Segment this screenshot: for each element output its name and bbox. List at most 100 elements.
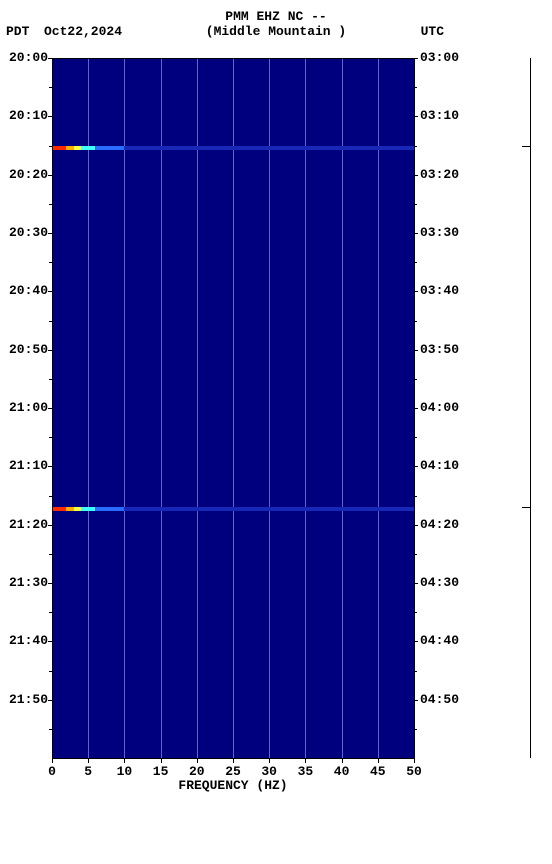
y-tick-mark-right — [414, 583, 418, 584]
gridline-vertical — [269, 58, 270, 758]
y-tick-mark-right — [414, 233, 418, 234]
y-tick-label-left: 21:30 — [2, 576, 48, 590]
y-tick-mark-left — [48, 116, 52, 117]
y-minor-tick-left — [49, 87, 52, 88]
seismic-event-band — [52, 507, 414, 511]
y-tick-label-right: 04:30 — [420, 576, 459, 590]
y-tick-label-right: 03:10 — [420, 109, 459, 123]
event-segment — [81, 146, 95, 150]
y-tick-label-left: 20:40 — [2, 284, 48, 298]
seismic-event-band — [52, 146, 414, 150]
y-tick-label-left: 21:40 — [2, 634, 48, 648]
station-channel-line: PMM EHZ NC -- — [0, 10, 552, 24]
x-tick-label: 20 — [189, 764, 205, 779]
y-tick-mark-left — [48, 350, 52, 351]
gridline-vertical — [378, 58, 379, 758]
x-tick-mark — [378, 758, 379, 763]
station-name-label: (Middle Mountain ) — [0, 24, 552, 39]
y-tick-label-left: 20:30 — [2, 226, 48, 240]
y-tick-label-right: 04:20 — [420, 518, 459, 532]
plot-border-top — [52, 58, 414, 59]
event-segment — [124, 146, 414, 150]
seismogram-spectrogram: { "header": { "station_channel": "PMM EH… — [0, 0, 552, 864]
y-tick-label-left: 20:00 — [2, 51, 48, 65]
y-tick-mark-right — [414, 350, 418, 351]
y-tick-label-right: 04:40 — [420, 634, 459, 648]
plot-border-left — [52, 58, 53, 758]
x-tick-mark — [52, 758, 53, 763]
event-segment — [95, 507, 124, 511]
y-tick-mark-right — [414, 525, 418, 526]
y-tick-mark-left — [48, 291, 52, 292]
y-tick-mark-left — [48, 466, 52, 467]
y-tick-label-right: 03:30 — [420, 226, 459, 240]
y-tick-label-right: 03:00 — [420, 51, 459, 65]
y-tick-mark-right — [414, 408, 418, 409]
y-tick-label-left: 21:00 — [2, 401, 48, 415]
gridline-vertical — [88, 58, 89, 758]
x-tick-mark — [197, 758, 198, 763]
spectrogram-plot — [52, 58, 414, 758]
gridline-vertical — [124, 58, 125, 758]
y-tick-mark-right — [414, 58, 418, 59]
header-block: PMM EHZ NC -- PDT Oct22,2024 (Middle Mou… — [0, 10, 552, 40]
y-tick-label-left: 20:20 — [2, 168, 48, 182]
y-tick-mark-left — [48, 583, 52, 584]
x-tick-label: 50 — [406, 764, 422, 779]
y-minor-tick-right — [414, 146, 417, 147]
x-tick-label: 35 — [298, 764, 314, 779]
x-tick-mark — [269, 758, 270, 763]
y-tick-mark-left — [48, 58, 52, 59]
x-tick-mark — [88, 758, 89, 763]
y-tick-mark-left — [48, 700, 52, 701]
y-minor-tick-right — [414, 321, 417, 322]
y-minor-tick-right — [414, 554, 417, 555]
y-minor-tick-right — [414, 379, 417, 380]
x-tick-label: 30 — [261, 764, 277, 779]
event-segment — [52, 507, 66, 511]
event-segment — [66, 146, 73, 150]
gridline-vertical — [197, 58, 198, 758]
y-minor-tick-right — [414, 671, 417, 672]
y-tick-label-right: 03:50 — [420, 343, 459, 357]
x-tick-label: 25 — [225, 764, 241, 779]
y-tick-mark-right — [414, 175, 418, 176]
y-tick-label-right: 04:50 — [420, 693, 459, 707]
y-tick-label-right: 03:20 — [420, 168, 459, 182]
y-tick-mark-right — [414, 466, 418, 467]
y-minor-tick-right — [414, 729, 417, 730]
event-segment — [81, 507, 95, 511]
y-tick-mark-left — [48, 641, 52, 642]
y-minor-tick-left — [49, 146, 52, 147]
y-minor-tick-left — [49, 554, 52, 555]
event-segment — [124, 507, 414, 511]
y-minor-tick-right — [414, 437, 417, 438]
x-tick-label: 0 — [48, 764, 56, 779]
plot-container: 20:0003:0020:1003:1020:2003:2020:3003:30… — [0, 58, 552, 818]
y-tick-mark-right — [414, 700, 418, 701]
timezone-right-label: UTC — [421, 24, 444, 39]
y-minor-tick-left — [49, 262, 52, 263]
event-segment — [66, 507, 73, 511]
gridline-vertical — [342, 58, 343, 758]
x-tick-mark — [414, 758, 415, 763]
x-tick-label: 40 — [334, 764, 350, 779]
y-minor-tick-left — [49, 379, 52, 380]
y-tick-label-left: 21:50 — [2, 693, 48, 707]
y-tick-mark-right — [414, 291, 418, 292]
gridline-vertical — [161, 58, 162, 758]
gridline-vertical — [233, 58, 234, 758]
y-tick-label-left: 21:20 — [2, 518, 48, 532]
y-minor-tick-right — [414, 496, 417, 497]
y-tick-mark-right — [414, 116, 418, 117]
event-segment — [74, 146, 81, 150]
y-tick-label-left: 20:50 — [2, 343, 48, 357]
y-tick-label-right: 04:10 — [420, 459, 459, 473]
far-right-axis-line — [530, 58, 531, 758]
y-tick-mark-left — [48, 233, 52, 234]
x-tick-mark — [305, 758, 306, 763]
x-tick-mark — [161, 758, 162, 763]
x-tick-label: 5 — [84, 764, 92, 779]
far-right-event-tick — [522, 146, 530, 147]
y-minor-tick-right — [414, 204, 417, 205]
